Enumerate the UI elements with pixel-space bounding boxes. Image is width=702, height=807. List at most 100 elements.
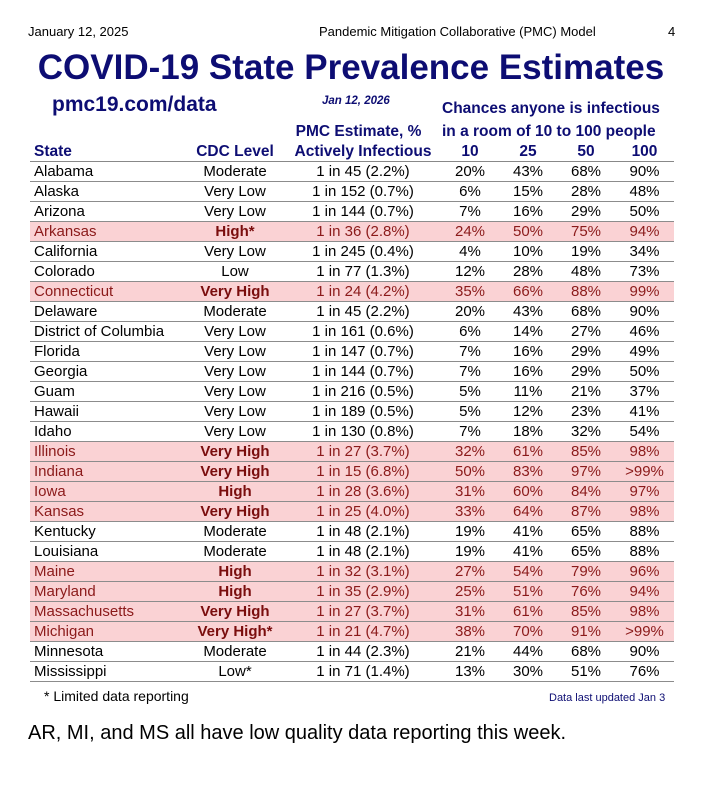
estimate-cell: 1 in 45 (2.2%) [285,301,441,322]
chance-25-cell: 60% [499,481,557,502]
estimate-cell: 1 in 27 (3.7%) [285,601,441,622]
cdc-level-cell: Very Low [185,241,285,262]
cdc-level-cell: Very Low [185,181,285,202]
chance-100-cell: 98% [615,501,674,522]
chance-50-cell: 28% [557,181,615,202]
chance-100-cell: 41% [615,401,674,422]
chance-10-cell: 6% [441,321,499,342]
table-row: Illinois Very High 1 in 27 (3.7%) 32% 61% 85%… [30,441,674,462]
chances-heading-line2: in a room of 10 to 100 people [442,123,656,140]
estimate-cell: 1 in 216 (0.5%) [285,381,441,402]
chance-100-cell: 37% [615,381,674,402]
footnote: * Limited data reporting [44,688,189,704]
state-cell: Indiana [30,461,185,482]
cdc-level-cell: Very High [185,601,285,622]
cdc-level-cell: Very Low [185,201,285,222]
cdc-level-cell: Very Low [185,321,285,342]
chance-50-cell: 32% [557,421,615,442]
chance-100-cell: 46% [615,321,674,342]
cdc-level-cell: Very Low [185,341,285,362]
chance-100-cell: 34% [615,241,674,262]
chance-25-cell: 70% [499,621,557,642]
chance-10-cell: 12% [441,261,499,282]
table-row: Delaware Moderate 1 in 45 (2.2%) 20% 43% 68% 9… [30,301,674,322]
chance-10-cell: 33% [441,501,499,522]
cdc-level-cell: Very High [185,501,285,522]
state-cell: Arizona [30,201,185,222]
table-row: Georgia Very Low 1 in 144 (0.7%) 7% 16% 29% 50… [30,361,674,382]
state-cell: Alaska [30,181,185,202]
chance-10-cell: 4% [441,241,499,262]
state-cell: Maine [30,561,185,582]
state-cell: Illinois [30,441,185,462]
table-row: Michigan Very High* 1 in 21 (4.7%) 38% 70% 91… [30,621,674,642]
chance-50-cell: 87% [557,501,615,522]
chance-100-cell: >99% [615,621,674,642]
chance-25-cell: 41% [499,521,557,542]
cdc-level-cell: High [185,561,285,582]
header-organization: Pandemic Mitigation Collaborative (PMC) … [319,24,596,39]
estimate-cell: 1 in 28 (3.6%) [285,481,441,502]
chance-100-cell: 54% [615,421,674,442]
chance-50-cell: 76% [557,581,615,602]
col-header-50: 50 [557,142,615,162]
estimate-cell: 1 in 48 (2.1%) [285,521,441,542]
chance-25-cell: 28% [499,261,557,282]
estimate-cell: 1 in 25 (4.0%) [285,501,441,522]
estimate-cell: 1 in 245 (0.4%) [285,241,441,262]
chance-10-cell: 31% [441,601,499,622]
table-row: Alabama Moderate 1 in 45 (2.2%) 20% 43% 68% 90… [30,161,674,182]
table-row: Minnesota Moderate 1 in 44 (2.3%) 21% 44% 68%… [30,641,674,662]
header-date: January 12, 2025 [28,24,129,39]
chance-25-cell: 16% [499,341,557,362]
cdc-level-cell: Very High [185,281,285,302]
estimate-cell: 1 in 21 (4.7%) [285,621,441,642]
chance-25-cell: 66% [499,281,557,302]
chance-10-cell: 5% [441,401,499,422]
chance-100-cell: 94% [615,581,674,602]
chance-50-cell: 23% [557,401,615,422]
chance-100-cell: 50% [615,361,674,382]
chance-100-cell: 73% [615,261,674,282]
chance-25-cell: 11% [499,381,557,402]
chance-50-cell: 51% [557,661,615,682]
table-row: District of Columbia Very Low 1 in 161 (0.… [30,321,674,342]
state-cell: Mississippi [30,661,185,682]
data-updated-note: Data last updated Jan 3 [549,692,666,704]
chance-100-cell: 50% [615,201,674,222]
estimate-cell: 1 in 32 (3.1%) [285,561,441,582]
table-row: Kansas Very High 1 in 25 (4.0%) 33% 64% 87% 98… [30,501,674,522]
cdc-level-cell: Moderate [185,641,285,662]
table-row: Arkansas High* 1 in 36 (2.8%) 24% 50% 75% 94% [30,221,674,242]
table-row: Louisiana Moderate 1 in 48 (2.1%) 19% 41% 65%… [30,541,674,562]
chance-10-cell: 20% [441,161,499,182]
estimate-cell: 1 in 144 (0.7%) [285,361,441,382]
chance-10-cell: 19% [441,521,499,542]
chance-25-cell: 51% [499,581,557,602]
table-header-row: State CDC Level Actively Infectious 10 2… [30,142,674,162]
estimate-cell: 1 in 71 (1.4%) [285,661,441,682]
table-row: Kentucky Moderate 1 in 48 (2.1%) 19% 41% 65% 8… [30,521,674,542]
state-cell: Colorado [30,261,185,282]
state-cell: District of Columbia [30,321,185,342]
state-cell: Alabama [30,161,185,182]
chance-10-cell: 38% [441,621,499,642]
chance-10-cell: 7% [441,341,499,362]
table-row: Idaho Very Low 1 in 130 (0.8%) 7% 18% 32% 54% [30,421,674,442]
estimate-cell: 1 in 152 (0.7%) [285,181,441,202]
col-header-25: 25 [499,142,557,162]
cdc-level-cell: Very Low [185,361,285,382]
chance-25-cell: 15% [499,181,557,202]
page-number: 4 [668,24,676,39]
chance-10-cell: 13% [441,661,499,682]
chance-100-cell: 90% [615,301,674,322]
site-link[interactable]: pmc19.com/data [52,93,217,116]
chance-10-cell: 5% [441,381,499,402]
chance-100-cell: 49% [615,341,674,362]
col-header-state: State [30,142,185,162]
estimate-cell: 1 in 48 (2.1%) [285,541,441,562]
chance-100-cell: 96% [615,561,674,582]
state-cell: Iowa [30,481,185,502]
chance-10-cell: 24% [441,221,499,242]
table-row: Colorado Low 1 in 77 (1.3%) 12% 28% 48% 73% [30,261,674,282]
